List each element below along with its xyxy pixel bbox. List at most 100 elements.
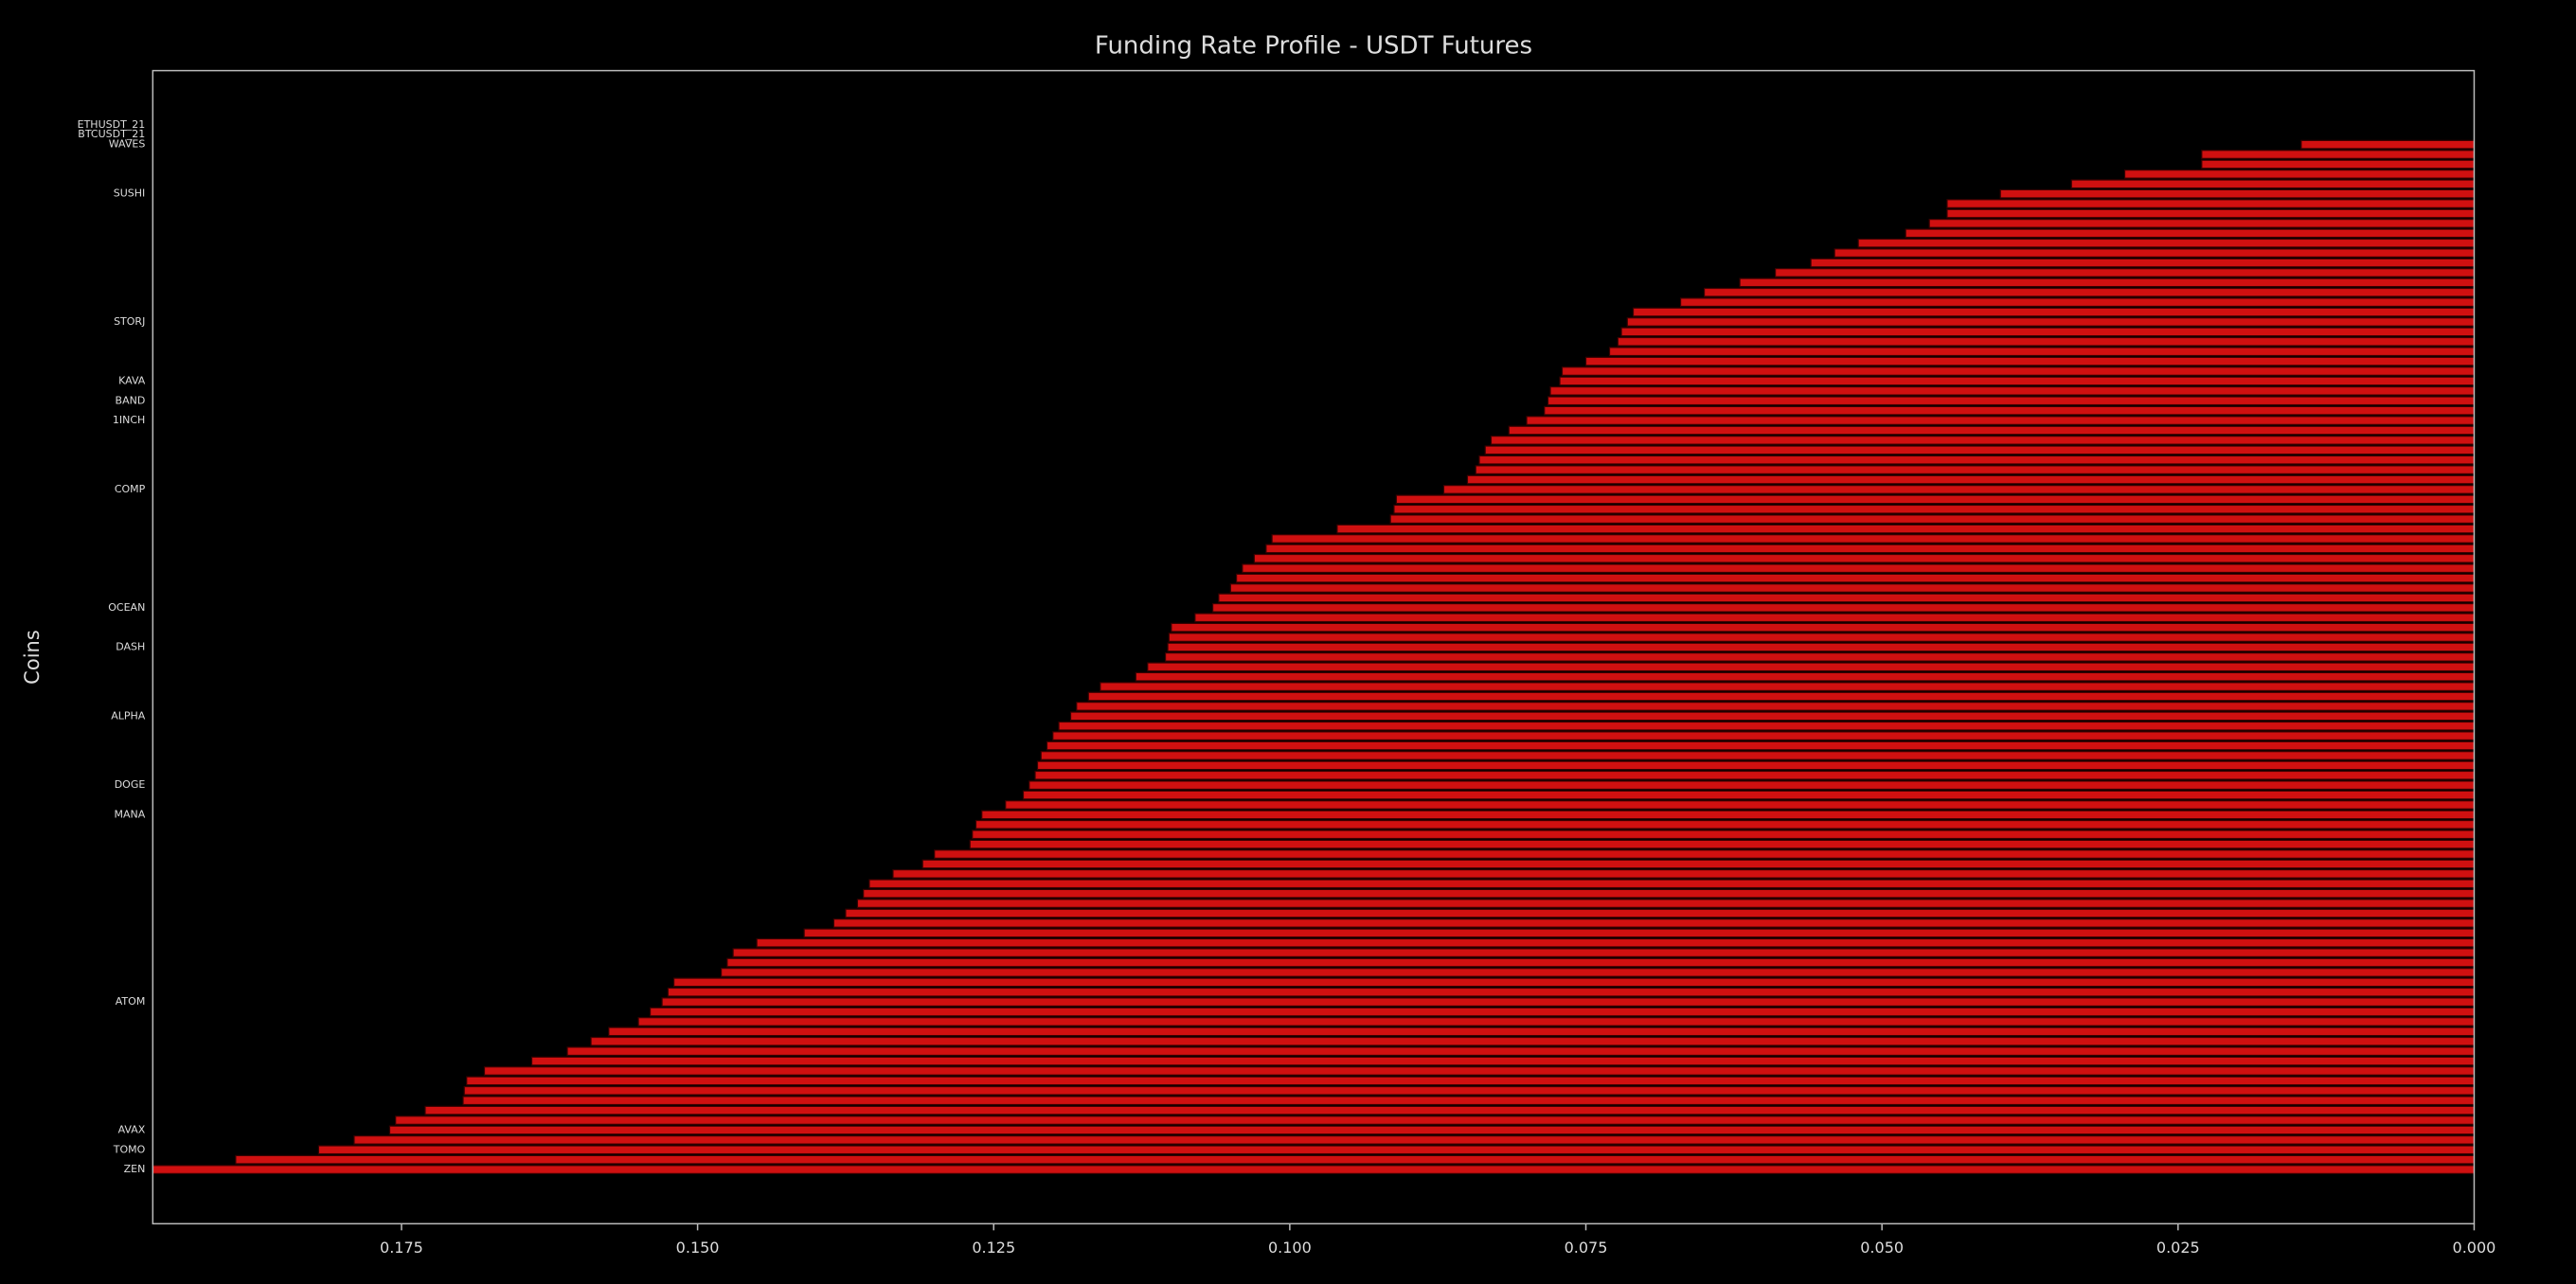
bar bbox=[463, 1085, 2476, 1096]
y-tick-label: AVAX bbox=[118, 1123, 146, 1135]
bar bbox=[1857, 238, 2476, 248]
bar bbox=[832, 918, 2476, 928]
bar bbox=[483, 1066, 2476, 1076]
bar bbox=[1211, 602, 2476, 613]
bar bbox=[661, 997, 2476, 1008]
bar bbox=[721, 968, 2476, 977]
bar bbox=[975, 819, 2476, 829]
bar bbox=[1242, 563, 2476, 574]
bar bbox=[732, 948, 2476, 957]
y-tick-label: DASH bbox=[116, 640, 145, 652]
bar bbox=[1999, 188, 2476, 199]
bar bbox=[845, 908, 2476, 918]
y-tick-label: DOGE bbox=[115, 778, 146, 791]
y-tick-label: KAVA bbox=[118, 374, 146, 386]
bar bbox=[969, 839, 2476, 849]
bar bbox=[1036, 760, 2476, 771]
x-tick-label: 0.050 bbox=[1860, 1239, 1904, 1257]
x-tick-label: 0.025 bbox=[2156, 1239, 2200, 1257]
bar bbox=[1946, 208, 2476, 219]
bar bbox=[1946, 199, 2476, 208]
bar bbox=[1058, 721, 2476, 731]
bar bbox=[1167, 642, 2476, 652]
bar bbox=[1905, 228, 2476, 239]
y-tick-label: BAND bbox=[116, 394, 146, 406]
bar bbox=[1164, 652, 2476, 662]
y-tick-label: TOMO bbox=[113, 1143, 146, 1155]
bar bbox=[637, 1017, 2476, 1026]
bar bbox=[672, 977, 2476, 988]
bar bbox=[1608, 347, 2476, 357]
bar bbox=[2201, 150, 2476, 159]
x-tick-label: 0.125 bbox=[972, 1239, 1015, 1257]
bar bbox=[1076, 702, 2476, 711]
bar bbox=[1703, 287, 2476, 297]
bar bbox=[1508, 425, 2476, 436]
bar bbox=[152, 1165, 2476, 1174]
y-axis-label: Coins bbox=[21, 630, 44, 685]
bar bbox=[1029, 780, 2476, 791]
bar bbox=[395, 1115, 2476, 1125]
bar bbox=[1005, 800, 2476, 810]
bar bbox=[466, 1076, 2476, 1086]
bar bbox=[934, 849, 2476, 859]
bar bbox=[590, 1036, 2476, 1046]
bar bbox=[803, 928, 2476, 938]
y-tick-label: WAVES bbox=[109, 138, 146, 151]
bar bbox=[1620, 327, 2476, 337]
bar bbox=[1490, 436, 2476, 445]
y-tick-label: ALPHA bbox=[111, 709, 146, 722]
bar bbox=[424, 1105, 2476, 1115]
bar bbox=[2123, 169, 2476, 179]
y-tick-label: ATOM bbox=[116, 995, 146, 1008]
bar bbox=[1271, 534, 2476, 544]
bar bbox=[1775, 268, 2476, 277]
bar bbox=[1336, 524, 2476, 534]
bar bbox=[388, 1125, 2476, 1135]
bar bbox=[608, 1026, 2476, 1037]
bar bbox=[1484, 445, 2476, 455]
bar bbox=[1265, 544, 2476, 554]
x-tick-label: 0.175 bbox=[380, 1239, 423, 1257]
bar bbox=[1478, 455, 2476, 465]
bar bbox=[2070, 179, 2476, 189]
bar bbox=[1810, 258, 2476, 268]
bar bbox=[921, 859, 2476, 869]
axes-frame bbox=[152, 69, 2476, 1225]
bar bbox=[972, 829, 2476, 840]
bar bbox=[1069, 711, 2476, 722]
x-tick-label: 0.075 bbox=[1565, 1239, 1608, 1257]
bar bbox=[892, 868, 2476, 879]
chart-title: Funding Rate Profile - USDT Futures bbox=[1095, 32, 1532, 61]
bar bbox=[1100, 682, 2476, 691]
bar bbox=[1617, 336, 2476, 347]
bar bbox=[1584, 356, 2476, 366]
bar bbox=[863, 888, 2476, 899]
y-tick-label: SUSHI bbox=[114, 187, 146, 200]
bar bbox=[1561, 366, 2476, 376]
bar bbox=[981, 810, 2476, 820]
bar bbox=[1442, 485, 2476, 494]
bar bbox=[1544, 405, 2476, 416]
bar bbox=[235, 1154, 2476, 1165]
x-tick-label: 0.150 bbox=[676, 1239, 720, 1257]
bar bbox=[1040, 751, 2476, 760]
bar bbox=[1034, 770, 2476, 780]
bar bbox=[1928, 219, 2476, 228]
bar bbox=[1147, 662, 2476, 672]
bar bbox=[1739, 277, 2476, 288]
bar bbox=[1526, 416, 2476, 425]
bar bbox=[1389, 514, 2476, 525]
bar bbox=[530, 1056, 2476, 1066]
y-tick-label: STORJ bbox=[114, 315, 145, 328]
bar bbox=[1087, 691, 2476, 702]
y-tick-label: ETHUSDT_21 bbox=[78, 118, 146, 131]
bar bbox=[667, 987, 2476, 997]
bar bbox=[1466, 474, 2476, 485]
bar bbox=[868, 879, 2476, 889]
bar bbox=[1168, 633, 2476, 642]
bar bbox=[1393, 504, 2476, 514]
bar bbox=[1194, 613, 2476, 623]
bar bbox=[2300, 139, 2476, 150]
